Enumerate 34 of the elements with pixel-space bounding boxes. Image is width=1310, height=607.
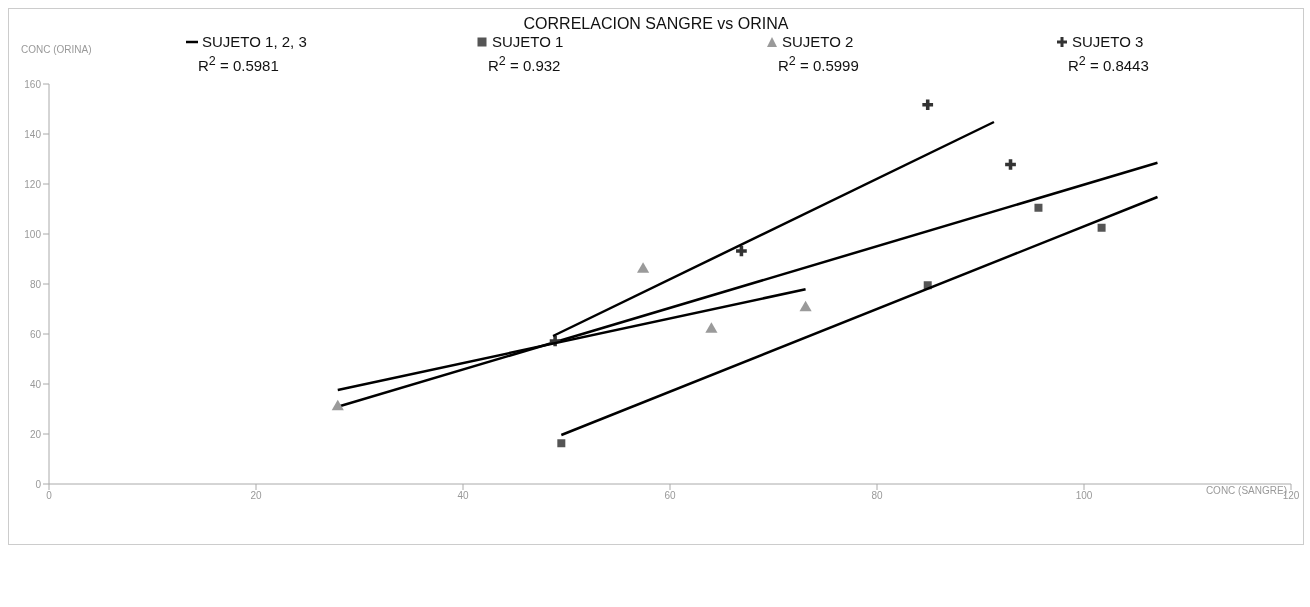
y-tick-label: 140 <box>24 128 42 140</box>
y-tick-label: 0 <box>35 478 42 490</box>
point <box>1034 203 1043 212</box>
point <box>705 322 718 333</box>
y-tick-label: 40 <box>29 378 42 390</box>
x-tick-label: 20 <box>250 490 262 502</box>
legend-label: SUJETO 2 <box>781 33 855 50</box>
y-tick-label: 20 <box>29 428 42 440</box>
x-tick-label: 60 <box>664 490 676 502</box>
point <box>637 262 650 273</box>
y-tick-label: 120 <box>24 178 42 190</box>
x-tick-label: 80 <box>871 490 883 502</box>
text: R$^{2}$ = 0.5999 <box>778 54 860 74</box>
point <box>331 399 344 411</box>
chart-title: CORRELACION SANGRE vs ORINA <box>522 14 790 33</box>
y-axis-title: CONC (ORINA) <box>21 44 92 55</box>
point <box>1097 223 1106 232</box>
x-tick-label: 0 <box>46 490 53 502</box>
text: R$^{2}$ = 0.5981 <box>198 54 280 74</box>
point <box>557 439 566 448</box>
text: R$^{2}$ = 0.932 <box>488 54 562 74</box>
x-tick-label: 40 <box>457 490 469 502</box>
y-tick-label: 80 <box>29 278 42 290</box>
legend-label: SUJETO 1, 2, 3 <box>201 33 308 50</box>
x-tick-label: 100 <box>1075 490 1093 502</box>
point <box>922 99 934 111</box>
y-tick-label: 160 <box>24 78 42 90</box>
legend-label: SUJETO 3 <box>1071 33 1145 50</box>
y-tick-label: 60 <box>29 328 42 340</box>
text: R$^{2}$ = 0.8443 <box>1068 54 1150 74</box>
point <box>799 300 812 312</box>
point <box>736 245 747 257</box>
legend-label: SUJETO 1 <box>491 33 565 50</box>
y-tick-label: 100 <box>24 228 42 240</box>
